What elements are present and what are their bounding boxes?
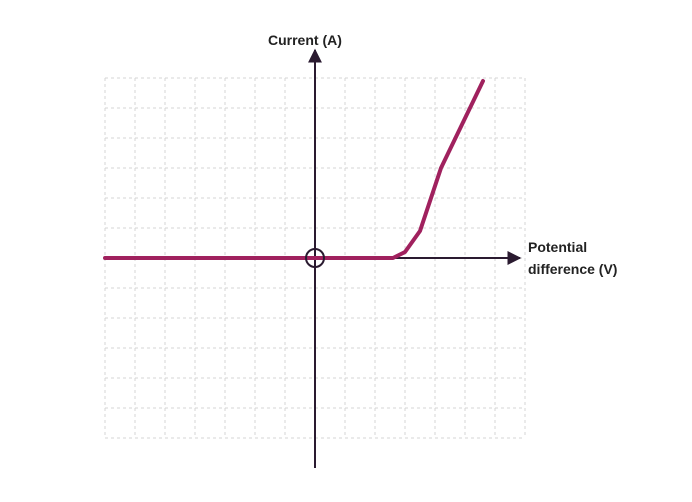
origin-marker [305,248,325,268]
x-axis-label-line-1: Potential [528,239,587,255]
iv-curve [103,79,485,260]
y-axis-label: Current (A) [268,32,342,48]
x-axis-label-line-2: difference (V) [528,261,617,277]
